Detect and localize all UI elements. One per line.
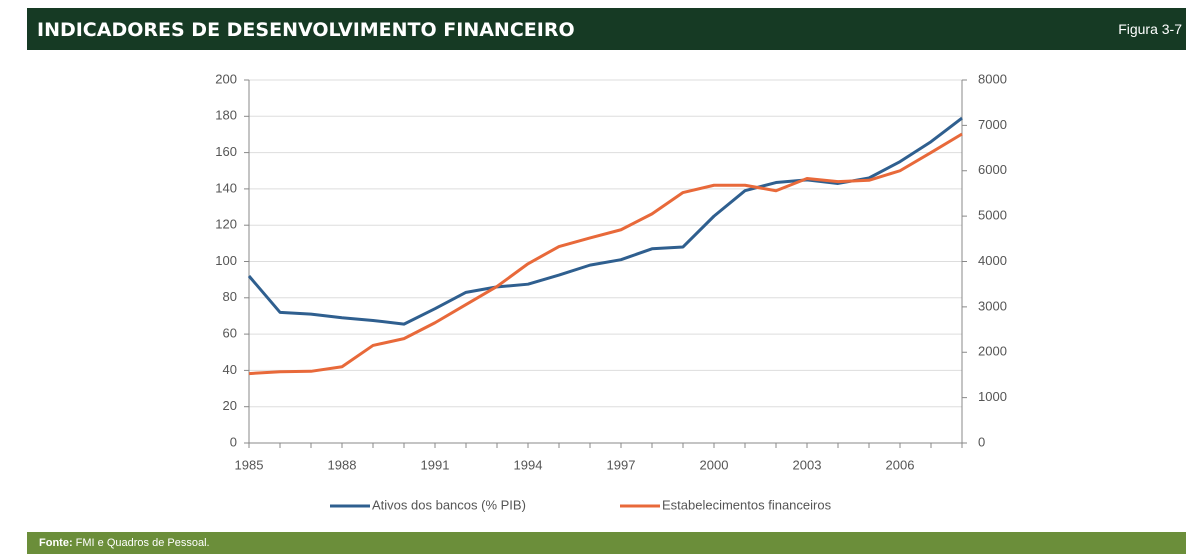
y2-tick-label: 1000 bbox=[978, 389, 1007, 404]
x-tick-label: 2003 bbox=[793, 457, 822, 472]
y-tick-label: 40 bbox=[223, 362, 237, 377]
y2-tick-label: 6000 bbox=[978, 162, 1007, 177]
legend-label: Ativos dos bancos (% PIB) bbox=[372, 497, 526, 512]
y2-tick-label: 5000 bbox=[978, 208, 1007, 223]
y2-tick-label: 0 bbox=[978, 434, 985, 449]
y-tick-label: 160 bbox=[215, 144, 237, 159]
x-tick-label: 1988 bbox=[328, 457, 357, 472]
legend-label: Estabelecimentos financeiros bbox=[662, 497, 832, 512]
header: INDICADORES DE DESENVOLVIMENTO FINANCEIR… bbox=[27, 8, 1186, 50]
x-tick-label: 1997 bbox=[607, 457, 636, 472]
y2-tick-label: 8000 bbox=[978, 71, 1007, 86]
x-tick-label: 1985 bbox=[235, 457, 264, 472]
y-tick-label: 140 bbox=[215, 180, 237, 195]
y2-tick-label: 2000 bbox=[978, 344, 1007, 359]
source-text: FMI e Quadros de Pessoal. bbox=[75, 537, 210, 549]
chart: 0204060801001201401601802000100020003000… bbox=[215, 71, 1007, 512]
y-tick-label: 0 bbox=[230, 434, 237, 449]
line-series bbox=[247, 116, 963, 326]
source-label: Fonte: bbox=[39, 537, 73, 549]
y2-tick-label: 3000 bbox=[978, 298, 1007, 313]
y-tick-label: 180 bbox=[215, 108, 237, 123]
x-tick-label: 1991 bbox=[421, 457, 450, 472]
x-tick-label: 2006 bbox=[886, 457, 915, 472]
y-tick-label: 100 bbox=[215, 253, 237, 268]
y2-tick-label: 7000 bbox=[978, 117, 1007, 132]
y2-tick-label: 4000 bbox=[978, 253, 1007, 268]
title: INDICADORES DE DESENVOLVIMENTO FINANCEIR… bbox=[37, 19, 575, 41]
y-tick-label: 120 bbox=[215, 217, 237, 232]
y-tick-label: 20 bbox=[223, 398, 237, 413]
x-tick-label: 1994 bbox=[514, 457, 543, 472]
x-tick-label: 2000 bbox=[700, 457, 729, 472]
y-tick-label: 60 bbox=[223, 326, 237, 341]
footer: Fonte: FMI e Quadros de Pessoal. bbox=[27, 532, 1186, 554]
figure-number: Figura 3-7 bbox=[1118, 21, 1182, 37]
y-tick-label: 200 bbox=[215, 71, 237, 86]
line-series bbox=[248, 132, 963, 376]
y-tick-label: 80 bbox=[223, 289, 237, 304]
